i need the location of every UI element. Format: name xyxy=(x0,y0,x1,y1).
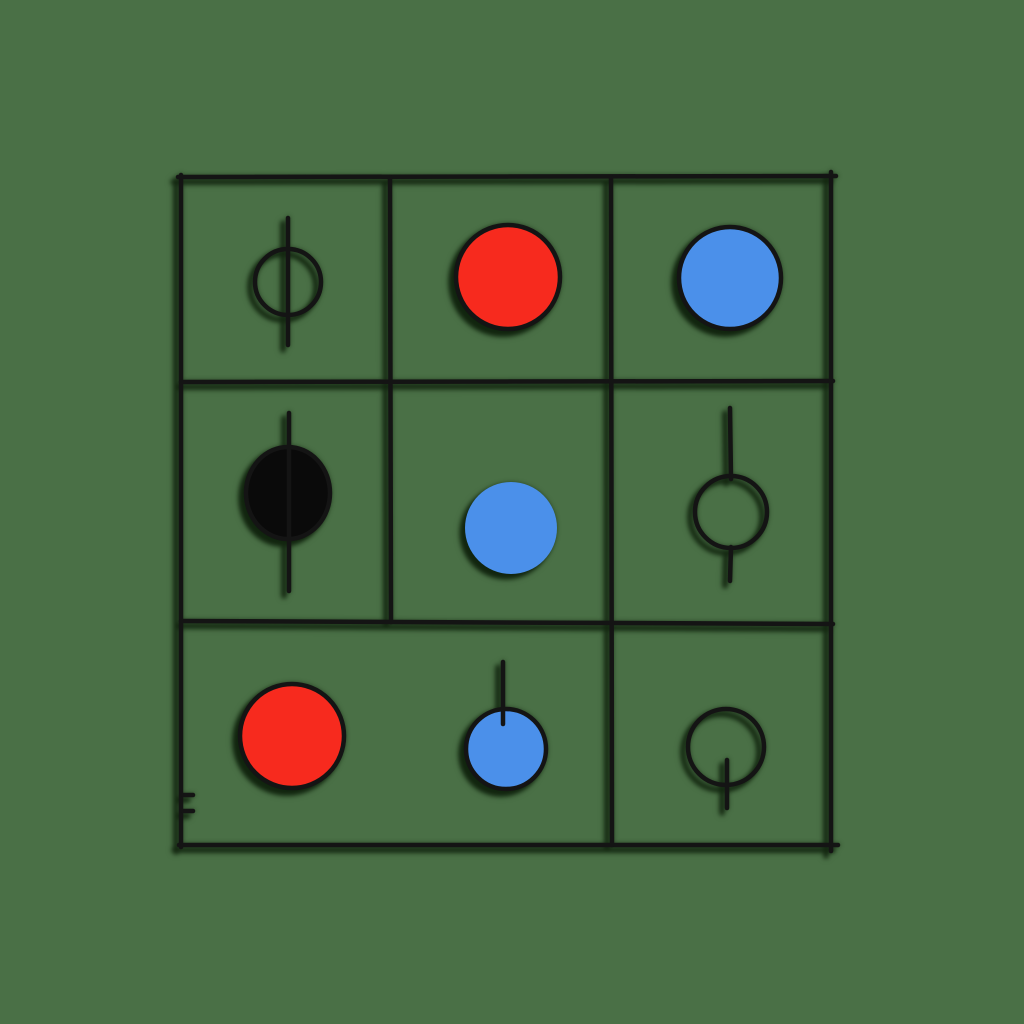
piece-stem-line xyxy=(727,405,734,482)
grid-line-row-divider-1 xyxy=(178,378,836,385)
grid-line-border-top xyxy=(175,173,839,180)
piece-shape xyxy=(676,224,784,332)
grid-line-col-divider-right xyxy=(608,174,615,848)
piece-open-circle-broken-line[interactable] xyxy=(692,405,770,584)
piece-black-disc-with-line[interactable] xyxy=(243,410,333,594)
piece-shape xyxy=(465,482,557,574)
grid-line-col-divider-left xyxy=(387,174,394,625)
piece-red-disc[interactable] xyxy=(237,681,347,791)
piece-blue-disc-top-stem[interactable] xyxy=(463,659,549,792)
piece-blue-disc-borderless[interactable] xyxy=(465,482,557,574)
piece-open-circle-with-line[interactable] xyxy=(252,215,324,348)
piece-shape xyxy=(237,681,347,791)
piece-stem-line xyxy=(727,544,734,584)
piece-blue-disc[interactable] xyxy=(676,224,784,332)
grid-line-row-divider-2 xyxy=(178,618,836,627)
piece-shape xyxy=(463,706,549,792)
piece-red-disc[interactable] xyxy=(453,222,563,332)
piece-shape xyxy=(453,222,563,332)
piece-open-circle-tail[interactable] xyxy=(685,706,767,811)
board-ink-layer xyxy=(175,169,841,854)
